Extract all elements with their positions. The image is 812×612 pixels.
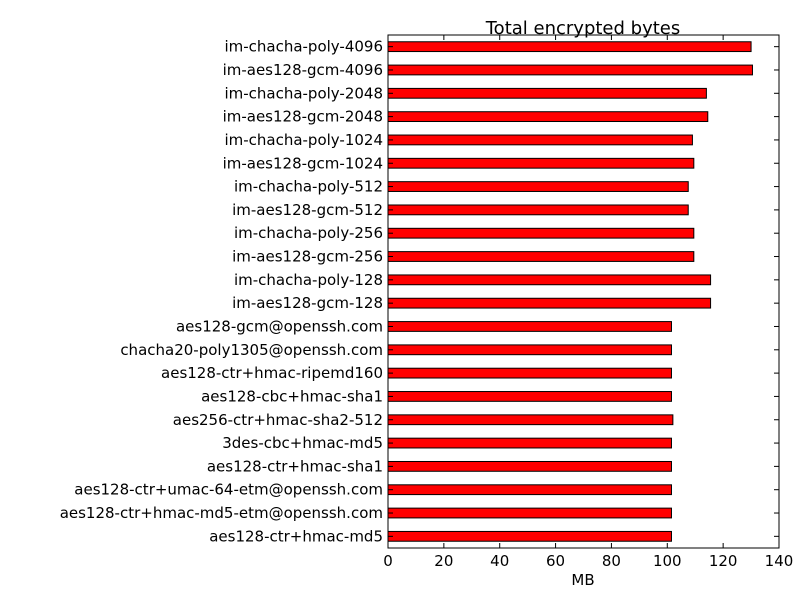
x-tick-label: 20	[434, 552, 453, 570]
y-tick-label: im-aes128-gcm-128	[232, 294, 383, 312]
x-tick-label: 40	[490, 552, 509, 570]
x-tick-label: 0	[383, 552, 393, 570]
x-tick-label: 80	[602, 552, 621, 570]
bar	[387, 391, 672, 402]
y-tick-label: im-chacha-poly-256	[234, 224, 383, 242]
y-tick-label: chacha20-poly1305@openssh.com	[120, 341, 383, 359]
bar	[387, 484, 672, 496]
bar	[387, 321, 672, 332]
x-tick-label: 60	[546, 552, 565, 570]
y-tick-label: aes128-gcm@openssh.com	[176, 317, 383, 335]
y-tick-label: aes128-cbc+hmac-sha1	[201, 387, 383, 405]
bar	[387, 64, 753, 76]
y-tick-label: aes128-ctr+hmac-md5-etm@openssh.com	[60, 504, 383, 522]
bar	[387, 227, 695, 239]
x-tick-label: 140	[765, 552, 794, 570]
y-tick-label: aes128-ctr+hmac-md5	[209, 527, 383, 545]
bar	[387, 460, 672, 472]
bar	[387, 204, 689, 216]
bars-layer	[387, 41, 753, 542]
y-tick-label: im-chacha-poly-1024	[224, 131, 383, 149]
x-tick-label: 100	[653, 552, 682, 570]
y-tick-label: im-aes128-gcm-256	[232, 248, 383, 266]
bar	[387, 414, 674, 426]
bar	[387, 157, 695, 169]
plot-frame	[387, 34, 780, 549]
bar	[387, 87, 707, 99]
y-tick-label: aes128-ctr+umac-64-etm@openssh.com	[74, 481, 383, 499]
chart-title: Total encrypted bytes	[485, 18, 680, 39]
y-tick-label: im-aes128-gcm-2048	[223, 108, 383, 126]
y-tick-label: aes256-ctr+hmac-sha2-512	[173, 411, 383, 429]
bar	[387, 41, 752, 53]
y-tick-label: 3des-cbc+hmac-md5	[222, 434, 383, 452]
bar	[387, 274, 712, 286]
bar	[387, 344, 672, 356]
x-tick-label: 120	[709, 552, 738, 570]
y-tick-label: im-aes128-gcm-1024	[223, 154, 383, 172]
y-tick-label: im-chacha-poly-512	[234, 178, 383, 196]
bar	[387, 507, 672, 519]
y-tick-label: im-chacha-poly-4096	[224, 38, 383, 56]
bar	[387, 367, 672, 379]
y-tick-label: im-chacha-poly-2048	[224, 84, 383, 102]
bar	[387, 437, 672, 449]
ticks-layer: im-chacha-poly-4096 im-aes128-gcm-4096 im-…	[60, 35, 794, 570]
bar	[387, 181, 689, 192]
y-tick-label: im-aes128-gcm-512	[232, 201, 383, 219]
bar	[387, 111, 709, 123]
bar	[387, 530, 672, 542]
bar	[387, 134, 693, 146]
y-tick-label: im-chacha-poly-128	[234, 271, 383, 289]
y-tick-label: im-aes128-gcm-4096	[223, 61, 383, 79]
bar	[387, 297, 712, 309]
bar	[387, 251, 695, 262]
x-axis-label: MB	[571, 571, 594, 589]
y-tick-label: aes128-ctr+hmac-sha1	[207, 457, 383, 475]
y-tick-label: aes128-ctr+hmac-ripemd160	[161, 364, 383, 382]
